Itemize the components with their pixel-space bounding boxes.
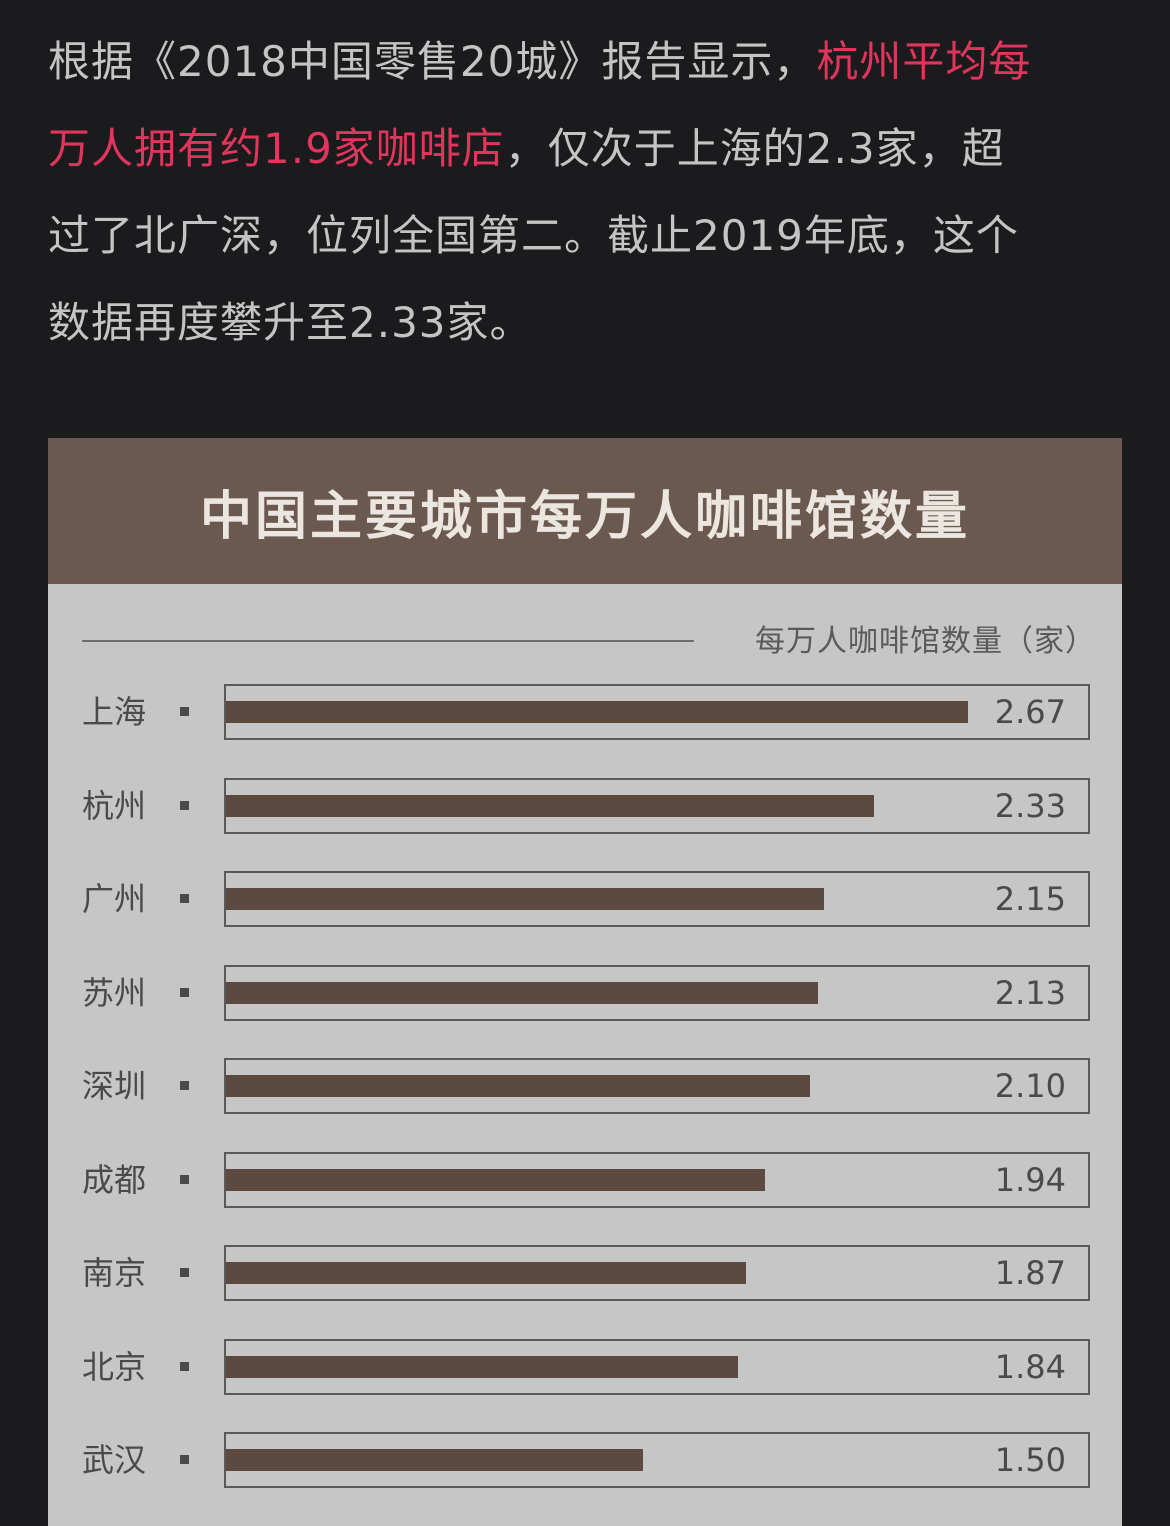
bar — [226, 701, 968, 723]
bar-row: 广州 2.15 — [48, 871, 1122, 927]
bar-row: 杭州 2.33 — [48, 777, 1122, 834]
bar-row: 北京 1.84 — [48, 1338, 1122, 1395]
value-label: 1.50 — [994, 1441, 1066, 1479]
bar-row: 深圳 2.10 — [48, 1058, 1122, 1114]
article-line-3: 过了北广深，位列全国第二。截止2019年底，这个 — [48, 211, 1019, 260]
bar — [226, 1449, 643, 1471]
bullet-marker — [180, 1361, 189, 1371]
category-label: 苏州 — [82, 973, 147, 1012]
category-label: 成都 — [82, 1160, 147, 1199]
bar-track: 2.67 — [224, 684, 1090, 740]
bar-track: 2.13 — [224, 964, 1090, 1021]
value-label: 2.13 — [994, 973, 1066, 1012]
bullet-marker — [180, 800, 189, 810]
bar-row: 上海 2.67 — [48, 684, 1122, 740]
article-highlight-1: 杭州平均每 — [816, 37, 1032, 86]
bullet-marker — [180, 894, 189, 903]
bullet-marker — [180, 1081, 189, 1090]
value-label: 1.84 — [994, 1347, 1066, 1386]
article-line-2-text: ，仅次于上海的2.3家，超 — [504, 124, 1005, 173]
chart-card: 中国主要城市每万人咖啡馆数量 每万人咖啡馆数量（家） 上海 2.67 杭州 2.33 广… — [48, 438, 1122, 1526]
unit-divider — [82, 640, 694, 642]
bar — [226, 1168, 765, 1191]
value-label: 1.94 — [994, 1160, 1066, 1199]
bar-track: 1.87 — [224, 1245, 1090, 1301]
bar-row: 南京 1.87 — [48, 1245, 1122, 1301]
category-label: 北京 — [82, 1347, 147, 1386]
bar-track: 1.84 — [224, 1338, 1090, 1395]
category-label: 上海 — [82, 693, 147, 731]
category-label: 杭州 — [82, 786, 147, 825]
bar — [226, 1355, 738, 1378]
bar-track: 2.10 — [224, 1058, 1090, 1114]
bar — [226, 1075, 810, 1097]
article-highlight-2: 万人拥有约1.9家咖啡店 — [48, 124, 505, 173]
bar — [226, 981, 818, 1004]
bar — [226, 794, 874, 817]
value-label: 2.15 — [994, 880, 1066, 918]
chart-title: 中国主要城市每万人咖啡馆数量 — [199, 486, 970, 547]
bullet-marker — [180, 1268, 189, 1277]
bullet-marker — [180, 707, 189, 716]
category-label: 广州 — [82, 880, 147, 918]
value-label: 2.10 — [994, 1067, 1066, 1105]
bullet-marker — [180, 1174, 189, 1184]
chart-header: 中国主要城市每万人咖啡馆数量 — [48, 438, 1122, 584]
value-label: 2.33 — [994, 786, 1066, 825]
bar-row: 武汉 1.50 — [48, 1432, 1122, 1488]
category-label: 深圳 — [82, 1067, 147, 1105]
bar — [226, 1262, 746, 1284]
bar-track: 1.50 — [224, 1432, 1090, 1488]
bullet-marker — [180, 987, 189, 997]
article-text: 根据《2018中国零售20城》报告显示，杭州平均每 万人拥有约1.9家咖啡店，仅… — [48, 18, 1128, 366]
bar-row: 成都 1.94 — [48, 1151, 1122, 1208]
unit-label: 每万人咖啡馆数量（家） — [755, 624, 1096, 659]
bar — [226, 888, 824, 910]
category-label: 南京 — [82, 1254, 147, 1292]
article-line-1-text: 根据《2018中国零售20城》报告显示， — [48, 37, 817, 86]
bullet-marker — [180, 1455, 189, 1464]
article-line-4: 数据再度攀升至2.33家。 — [48, 298, 533, 347]
article-line-2: 万人拥有约1.9家咖啡店，仅次于上海的2.3家，超 — [48, 105, 1128, 192]
bar-row: 苏州 2.13 — [48, 964, 1122, 1021]
article-line-1: 根据《2018中国零售20城》报告显示，杭州平均每 — [48, 18, 1128, 105]
category-label: 武汉 — [82, 1441, 147, 1479]
bar-track: 2.33 — [224, 777, 1090, 834]
bar-track: 2.15 — [224, 871, 1090, 927]
value-label: 2.67 — [994, 693, 1066, 731]
bar-track: 1.94 — [224, 1151, 1090, 1208]
value-label: 1.87 — [994, 1254, 1066, 1292]
